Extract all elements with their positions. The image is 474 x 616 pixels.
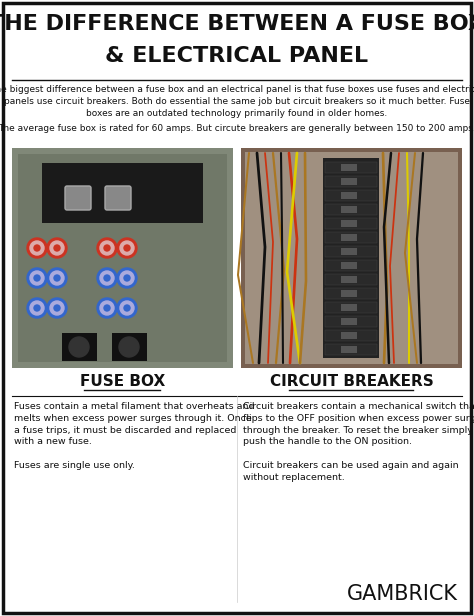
Circle shape bbox=[47, 298, 67, 318]
Bar bbox=[323, 158, 379, 358]
Text: & ELECTRICAL PANEL: & ELECTRICAL PANEL bbox=[105, 46, 369, 66]
Bar bbox=[325, 330, 377, 341]
Circle shape bbox=[50, 241, 64, 255]
Bar bbox=[341, 164, 357, 171]
Circle shape bbox=[104, 275, 110, 281]
Circle shape bbox=[124, 305, 130, 311]
Circle shape bbox=[54, 245, 60, 251]
Circle shape bbox=[100, 301, 114, 315]
Circle shape bbox=[120, 301, 134, 315]
Circle shape bbox=[27, 238, 47, 258]
FancyBboxPatch shape bbox=[105, 186, 131, 210]
Bar bbox=[341, 290, 357, 297]
Bar bbox=[325, 288, 377, 299]
Circle shape bbox=[104, 245, 110, 251]
Bar bbox=[42, 163, 203, 223]
Bar bbox=[341, 234, 357, 241]
Bar bbox=[325, 316, 377, 327]
Bar bbox=[341, 262, 357, 269]
Text: Circuit breakers contain a mechanical switch that
flips to the OFF position when: Circuit breakers contain a mechanical sw… bbox=[243, 402, 474, 482]
Bar bbox=[325, 232, 377, 243]
Bar bbox=[325, 190, 377, 201]
Circle shape bbox=[50, 301, 64, 315]
Circle shape bbox=[27, 298, 47, 318]
Bar bbox=[325, 274, 377, 285]
Bar bbox=[341, 318, 357, 325]
Circle shape bbox=[69, 337, 89, 357]
Circle shape bbox=[34, 275, 40, 281]
Circle shape bbox=[117, 268, 137, 288]
Circle shape bbox=[97, 238, 117, 258]
Bar bbox=[325, 302, 377, 313]
Circle shape bbox=[117, 238, 137, 258]
Bar bbox=[325, 176, 377, 187]
Bar bbox=[325, 204, 377, 215]
Bar bbox=[62, 333, 97, 361]
Bar bbox=[245, 152, 458, 364]
Bar bbox=[325, 344, 377, 355]
Circle shape bbox=[124, 245, 130, 251]
Circle shape bbox=[100, 241, 114, 255]
Circle shape bbox=[120, 271, 134, 285]
Text: CIRCUIT BREAKERS: CIRCUIT BREAKERS bbox=[270, 374, 433, 389]
Circle shape bbox=[54, 275, 60, 281]
Circle shape bbox=[54, 305, 60, 311]
Bar bbox=[12, 148, 233, 368]
Circle shape bbox=[30, 241, 44, 255]
Bar bbox=[341, 248, 357, 255]
Circle shape bbox=[34, 305, 40, 311]
Circle shape bbox=[97, 268, 117, 288]
Circle shape bbox=[104, 305, 110, 311]
Text: Fuses contain a metal filament that overheats and
melts when excess power surges: Fuses contain a metal filament that over… bbox=[14, 402, 255, 470]
Circle shape bbox=[34, 245, 40, 251]
Bar bbox=[341, 332, 357, 339]
Text: The average fuse box is rated for 60 amps. But circute breakers are generally be: The average fuse box is rated for 60 amp… bbox=[0, 124, 474, 133]
Circle shape bbox=[30, 301, 44, 315]
Text: FUSE BOX: FUSE BOX bbox=[80, 374, 165, 389]
Circle shape bbox=[50, 271, 64, 285]
Circle shape bbox=[30, 271, 44, 285]
Bar bbox=[341, 192, 357, 199]
Bar bbox=[18, 154, 227, 362]
Bar bbox=[112, 333, 147, 361]
Circle shape bbox=[47, 238, 67, 258]
Circle shape bbox=[27, 268, 47, 288]
Text: The biggest difference between a fuse box and an electrical panel is that fuse b: The biggest difference between a fuse bo… bbox=[0, 85, 474, 118]
Bar bbox=[341, 346, 357, 353]
Bar bbox=[325, 218, 377, 229]
Circle shape bbox=[120, 241, 134, 255]
Text: GAMBRICK: GAMBRICK bbox=[347, 584, 458, 604]
Bar bbox=[341, 206, 357, 213]
Bar bbox=[341, 304, 357, 311]
Bar bbox=[325, 246, 377, 257]
Circle shape bbox=[97, 298, 117, 318]
Circle shape bbox=[47, 268, 67, 288]
Circle shape bbox=[100, 271, 114, 285]
Circle shape bbox=[124, 275, 130, 281]
Bar bbox=[241, 148, 462, 368]
Bar bbox=[341, 178, 357, 185]
Bar bbox=[325, 162, 377, 173]
Circle shape bbox=[119, 337, 139, 357]
Circle shape bbox=[117, 298, 137, 318]
Bar bbox=[341, 220, 357, 227]
Bar bbox=[341, 276, 357, 283]
FancyBboxPatch shape bbox=[65, 186, 91, 210]
Text: THE DIFFERENCE BETWEEN A FUSE BOX: THE DIFFERENCE BETWEEN A FUSE BOX bbox=[0, 14, 474, 34]
Bar bbox=[325, 260, 377, 271]
